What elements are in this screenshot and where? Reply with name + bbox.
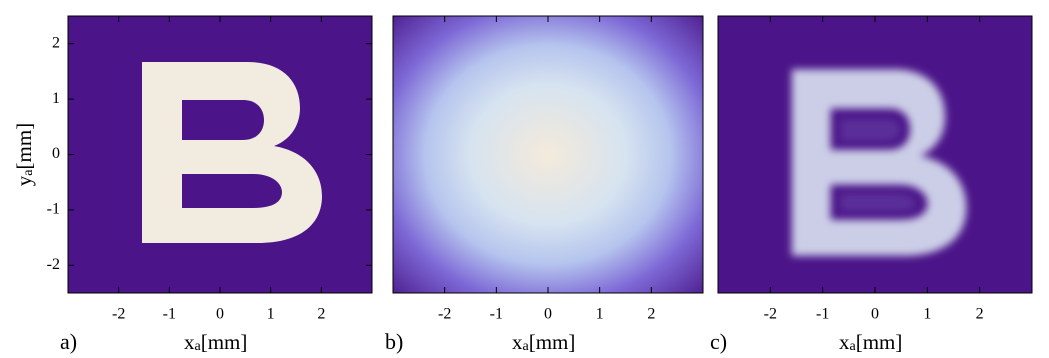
image-c (718, 16, 1032, 293)
y-axis-label: ya[mm] (12, 123, 36, 186)
y-tick-label: 2 (52, 34, 60, 51)
image-glow (393, 16, 703, 293)
y-tick-label: -1 (47, 201, 60, 218)
x-tick-label: 2 (976, 306, 984, 323)
x-axis-label: xa[mm] (839, 330, 902, 354)
x-tick-label: 1 (267, 306, 275, 323)
x-tick-label: 2 (647, 306, 655, 323)
x-axis-label-unit: [mm] (201, 330, 248, 354)
x-tick-label: 1 (596, 306, 604, 323)
y-tick-label: 1 (52, 90, 60, 107)
x-tick-label: -2 (112, 306, 125, 323)
x-tick-label: -2 (764, 306, 777, 323)
y-axis-label-var: y (12, 175, 36, 186)
x-tick-label: 0 (871, 306, 879, 323)
x-axis-label-unit: [mm] (529, 330, 576, 354)
y-axis-label-unit: [mm] (12, 123, 36, 170)
x-tick-label: -1 (816, 306, 829, 323)
figure: -2 -1 0 1 2 -2 -1 0 1 2 a) xa[mm] ya[mm] -2 -1 0 1 2 b) xa[… (0, 0, 1049, 358)
x-axis-label: xa[mm] (184, 330, 247, 354)
x-tick-label: 2 (317, 306, 325, 323)
image-b (393, 16, 703, 293)
x-axis-label-var: x (512, 330, 523, 354)
x-axis-label: xa[mm] (512, 330, 575, 354)
panel-label: a) (60, 329, 77, 354)
y-tick-label: 0 (52, 145, 60, 162)
x-tick-label: -1 (163, 306, 176, 323)
panel-label: c) (710, 329, 727, 354)
x-axis-label-var: x (184, 330, 195, 354)
x-tick-label: 0 (216, 306, 224, 323)
panels (68, 16, 1032, 293)
x-axis-label-var: x (839, 330, 850, 354)
y-tick-label: -2 (47, 256, 60, 273)
x-tick-label: 1 (923, 306, 931, 323)
x-tick-label: 0 (544, 306, 552, 323)
panel-label: b) (385, 329, 403, 354)
x-tick-label: -1 (490, 306, 503, 323)
x-axis-label-unit: [mm] (856, 330, 903, 354)
x-tick-label: -2 (438, 306, 451, 323)
image-a (68, 16, 372, 293)
